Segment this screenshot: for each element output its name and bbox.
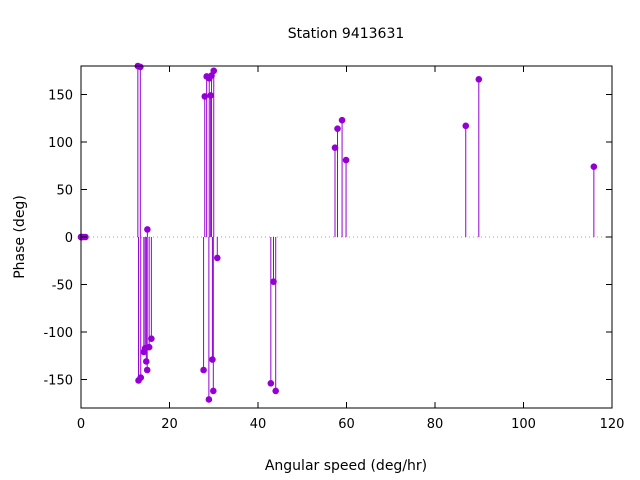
data-point-12 — [143, 366, 151, 374]
data-point-31 — [334, 125, 341, 132]
y-tick-label-1: -100 — [43, 326, 73, 341]
chart-title: Station 9413631 — [288, 26, 405, 42]
data-point-25 — [210, 67, 218, 75]
data-point-36 — [590, 163, 598, 170]
x-axis-label: Angular speed (deg/hr) — [265, 458, 427, 474]
data-point-23 — [209, 356, 216, 363]
data-point-6 — [136, 63, 144, 71]
data-point-8 — [137, 374, 145, 381]
y-tick-label-3: 0 — [65, 231, 73, 246]
data-point-17 — [201, 93, 209, 100]
x-tick-label-3: 60 — [338, 417, 355, 432]
data-point-15 — [148, 335, 155, 342]
x-tick-label-1: 20 — [161, 417, 178, 432]
y-tick-label-6: 150 — [48, 89, 73, 104]
data-point-14 — [145, 343, 153, 351]
data-point-30 — [331, 144, 339, 151]
data-point-21 — [207, 92, 214, 99]
data-point-27 — [267, 380, 275, 387]
y-tick-label-4: 50 — [56, 184, 73, 199]
data-point-35 — [475, 76, 483, 83]
x-tick-label-4: 80 — [427, 417, 444, 432]
x-tick-label-2: 40 — [250, 417, 267, 432]
data-point-20 — [205, 396, 213, 403]
data-point-11 — [142, 358, 150, 365]
data-point-28 — [270, 278, 277, 285]
data-point-24 — [210, 387, 217, 395]
x-tick-label-0: 0 — [77, 417, 85, 432]
y-tick-label-2: -50 — [52, 279, 73, 294]
data-point-34 — [462, 122, 470, 130]
data-point-16 — [200, 366, 207, 374]
data-point-26 — [213, 254, 221, 262]
data-point-32 — [338, 116, 346, 124]
y-tick-label-5: 100 — [48, 136, 73, 151]
y-axis-label: Phase (deg) — [12, 195, 28, 279]
y-tick-label-0: -150 — [43, 374, 73, 389]
data-point-33 — [342, 156, 350, 164]
x-tick-label-6: 120 — [600, 417, 625, 432]
x-tick-label-5: 100 — [511, 417, 536, 432]
plot-area: 0 20 40 60 80 100 120 -150 -100 -50 0 50 100 150 — [43, 62, 625, 432]
data-point-29 — [272, 387, 280, 395]
data-point-13 — [144, 226, 151, 233]
